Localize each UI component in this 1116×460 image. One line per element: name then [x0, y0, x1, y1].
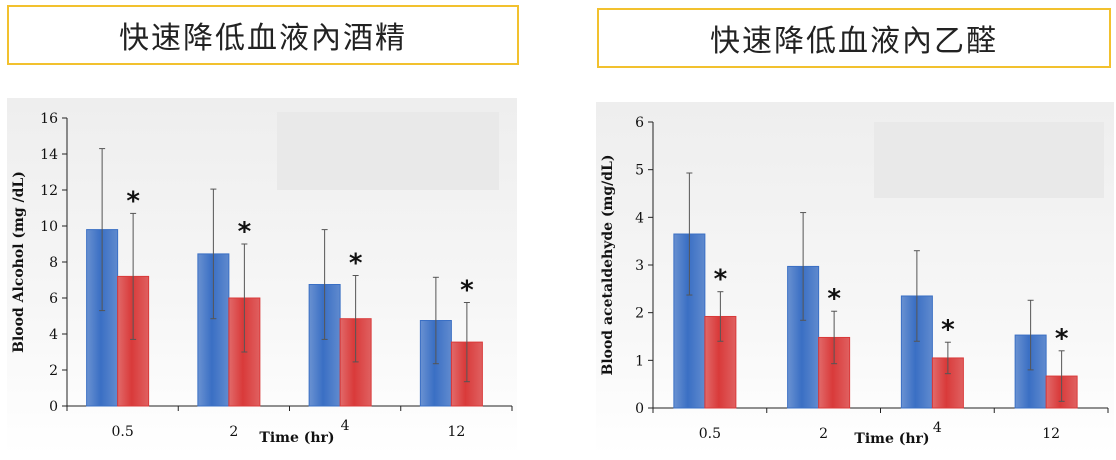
y-tick-label: 3: [635, 258, 644, 274]
y-tick-label: 14: [40, 147, 58, 163]
significance-star: *: [126, 186, 140, 216]
title-box-alcohol: 快速降低血液內酒精: [7, 5, 519, 65]
y-tick-label: 2: [49, 363, 58, 379]
x-axis-title: Time (hr): [854, 431, 929, 447]
y-tick-label: 4: [49, 327, 58, 343]
y-tick-label: 1: [635, 353, 644, 369]
title-acetaldehyde-text: 快速降低血液內乙醛: [710, 24, 998, 59]
significance-star: *: [714, 265, 728, 295]
x-tick-label: 12: [447, 424, 465, 440]
y-tick-label: 0: [49, 399, 58, 415]
y-tick-label: 5: [635, 163, 644, 179]
significance-star: *: [349, 249, 363, 279]
y-tick-label: 8: [49, 255, 58, 271]
significance-star: *: [1055, 324, 1069, 354]
y-tick-label: 0: [635, 401, 644, 417]
x-tick-label: 4: [341, 418, 350, 434]
title-alcohol-text: 快速降低血液內酒精: [119, 21, 407, 56]
y-tick-label: 6: [49, 291, 58, 307]
chart-panel-acetaldehyde: 0 1 2 3 4 5 6 * 0.5 * 2 * 4 * 12 Time (hr) Blood acetald…: [596, 102, 1114, 456]
x-tick-label: 2: [229, 424, 238, 440]
x-tick-label: 0.5: [699, 426, 721, 442]
significance-star: *: [460, 276, 474, 306]
significance-star: *: [238, 217, 252, 247]
chart-panel-alcohol: 0 2 4 6 8 10 12 14 16 * 0.5 * 2 * 4 * 12 Time (hr) Blood A…: [7, 98, 517, 456]
y-tick-label: 12: [40, 183, 58, 199]
plot-area-shade: [874, 122, 1104, 198]
x-tick-label: 4: [933, 420, 942, 436]
y-tick-label: 4: [635, 210, 644, 226]
y-tick-label: 10: [40, 219, 58, 235]
y-axis-title: Blood acetaldehyde (mg/dL): [600, 154, 616, 375]
plot-area-shade: [277, 112, 499, 190]
y-tick-label: 2: [635, 306, 644, 322]
title-box-acetaldehyde: 快速降低血液內乙醛: [597, 8, 1111, 68]
significance-star: *: [941, 315, 955, 345]
x-tick-label: 2: [819, 426, 828, 442]
x-tick-label: 12: [1042, 426, 1060, 442]
x-axis-title: Time (hr): [259, 430, 334, 446]
significance-star: *: [827, 284, 841, 314]
chart-alcohol: 0 2 4 6 8 10 12 14 16 * 0.5 * 2 * 4 * 12 Time (hr) Blood A…: [11, 111, 513, 446]
y-tick-label: 16: [40, 111, 58, 127]
x-tick-label: 0.5: [111, 424, 133, 440]
bar-blue: [86, 229, 119, 407]
y-axis-title: Blood Alcohol (mg /dL): [11, 171, 27, 353]
y-tick-label: 6: [635, 115, 644, 131]
